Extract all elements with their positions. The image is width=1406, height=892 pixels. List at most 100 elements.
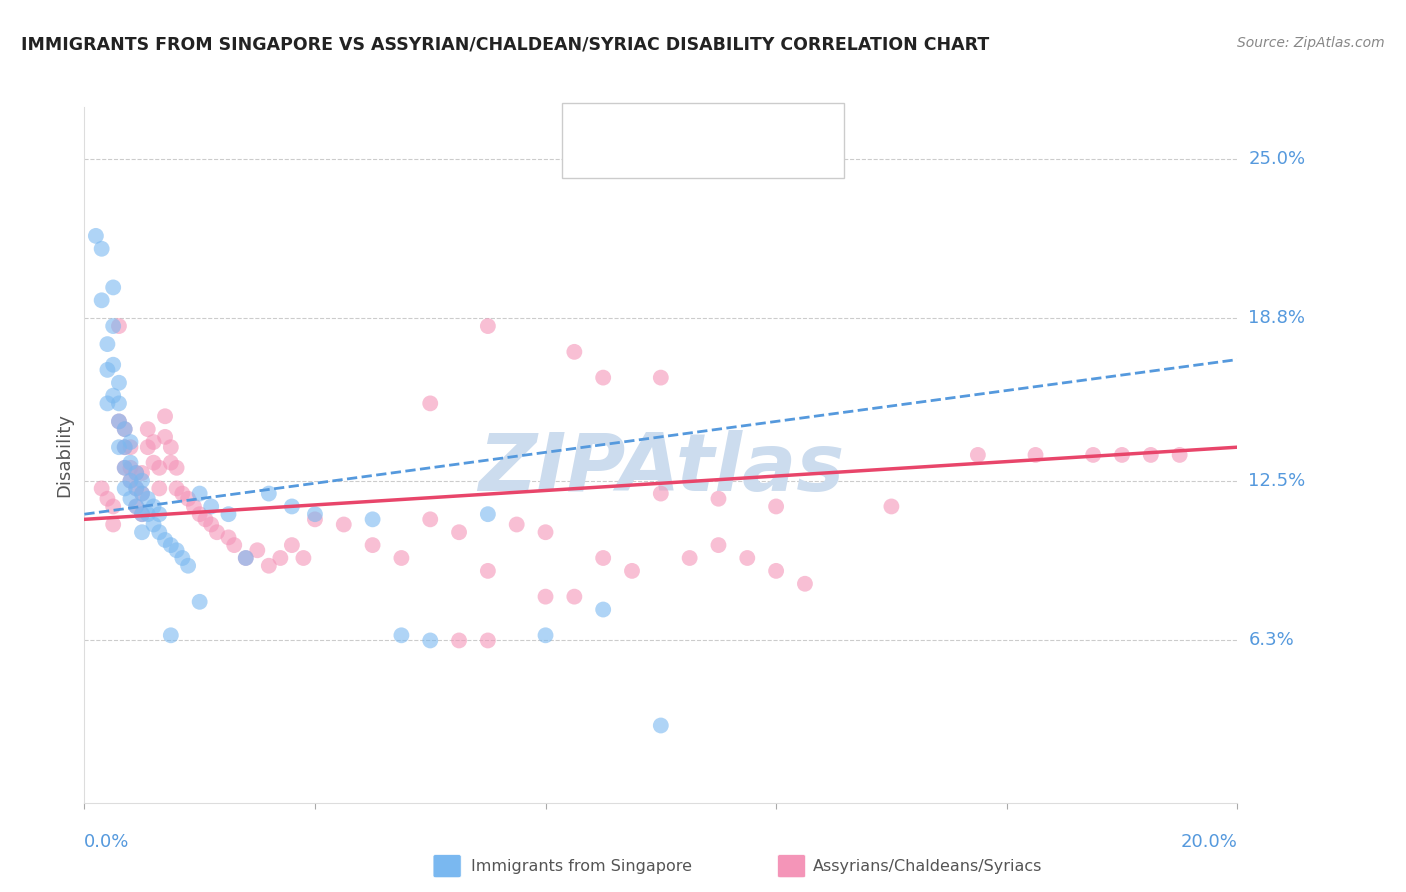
Point [391, 628, 413, 642]
Point [967, 448, 990, 462]
Point [1140, 448, 1163, 462]
Point [592, 551, 614, 566]
Point [177, 558, 200, 573]
Point [534, 525, 557, 540]
Point [534, 590, 557, 604]
Point [172, 551, 194, 566]
Point [108, 376, 131, 390]
Point [257, 486, 280, 500]
Point [506, 517, 529, 532]
Point [188, 507, 211, 521]
Point [477, 319, 499, 334]
Point [235, 551, 257, 566]
Point [84, 228, 107, 243]
Point [765, 564, 787, 578]
Point [621, 564, 644, 578]
Point [650, 718, 672, 732]
Point [391, 551, 413, 566]
Point [419, 633, 441, 648]
Point [114, 422, 136, 436]
Text: 0.059: 0.059 [664, 113, 720, 131]
Point [194, 512, 217, 526]
Point [707, 491, 730, 506]
Point [679, 551, 702, 566]
Point [114, 460, 136, 475]
Text: 0.160: 0.160 [664, 150, 720, 168]
Point [142, 456, 165, 470]
Point [142, 517, 165, 532]
Point [96, 337, 118, 351]
Text: 25.0%: 25.0% [1249, 150, 1306, 168]
Point [108, 414, 131, 428]
Point [148, 507, 170, 521]
Point [131, 466, 153, 480]
Point [96, 363, 118, 377]
Point [166, 482, 188, 496]
Point [172, 486, 194, 500]
Point [136, 440, 159, 454]
Point [136, 491, 159, 506]
Point [794, 576, 817, 591]
Point [1111, 448, 1133, 462]
Point [205, 525, 228, 540]
Point [153, 409, 176, 424]
Point [304, 512, 326, 526]
Point [477, 633, 499, 648]
Point [131, 525, 153, 540]
Point [177, 491, 200, 506]
Text: N =: N = [737, 150, 770, 168]
Point [160, 456, 183, 470]
Point [419, 512, 441, 526]
Text: 18.8%: 18.8% [1249, 310, 1305, 327]
Point [361, 512, 384, 526]
Point [103, 500, 124, 514]
Point [200, 500, 222, 514]
Point [235, 551, 257, 566]
Text: IMMIGRANTS FROM SINGAPORE VS ASSYRIAN/CHALDEAN/SYRIAC DISABILITY CORRELATION CHA: IMMIGRANTS FROM SINGAPORE VS ASSYRIAN/CH… [21, 36, 990, 54]
Point [114, 440, 136, 454]
Point [281, 500, 304, 514]
Point [131, 507, 153, 521]
Point [136, 422, 159, 436]
Point [160, 628, 183, 642]
Text: Source: ZipAtlas.com: Source: ZipAtlas.com [1237, 36, 1385, 50]
Point [880, 500, 903, 514]
Text: R =: R = [613, 150, 647, 168]
Point [737, 551, 759, 566]
Point [1025, 448, 1047, 462]
Point [142, 435, 165, 450]
Point [188, 486, 211, 500]
FancyBboxPatch shape [568, 146, 607, 171]
Point [120, 456, 142, 470]
Point [142, 500, 165, 514]
FancyBboxPatch shape [778, 855, 806, 878]
Point [449, 525, 471, 540]
Point [108, 396, 131, 410]
Text: 56: 56 [787, 113, 813, 131]
Point [218, 507, 240, 521]
Point [96, 396, 118, 410]
Point [114, 422, 136, 436]
Point [125, 500, 148, 514]
Point [257, 558, 280, 573]
Point [477, 564, 499, 578]
Point [96, 491, 118, 506]
Point [765, 500, 787, 514]
Point [292, 551, 315, 566]
Point [131, 486, 153, 500]
Point [200, 517, 222, 532]
Point [361, 538, 384, 552]
Text: 20.0%: 20.0% [1181, 833, 1237, 851]
Point [564, 590, 586, 604]
Point [108, 319, 131, 334]
Point [153, 533, 176, 547]
Text: 6.3%: 6.3% [1249, 632, 1294, 649]
Point [148, 482, 170, 496]
Point [224, 538, 246, 552]
Point [108, 414, 131, 428]
Point [650, 370, 672, 384]
Point [120, 474, 142, 488]
FancyBboxPatch shape [568, 111, 607, 135]
Point [477, 507, 499, 521]
Point [218, 530, 240, 544]
